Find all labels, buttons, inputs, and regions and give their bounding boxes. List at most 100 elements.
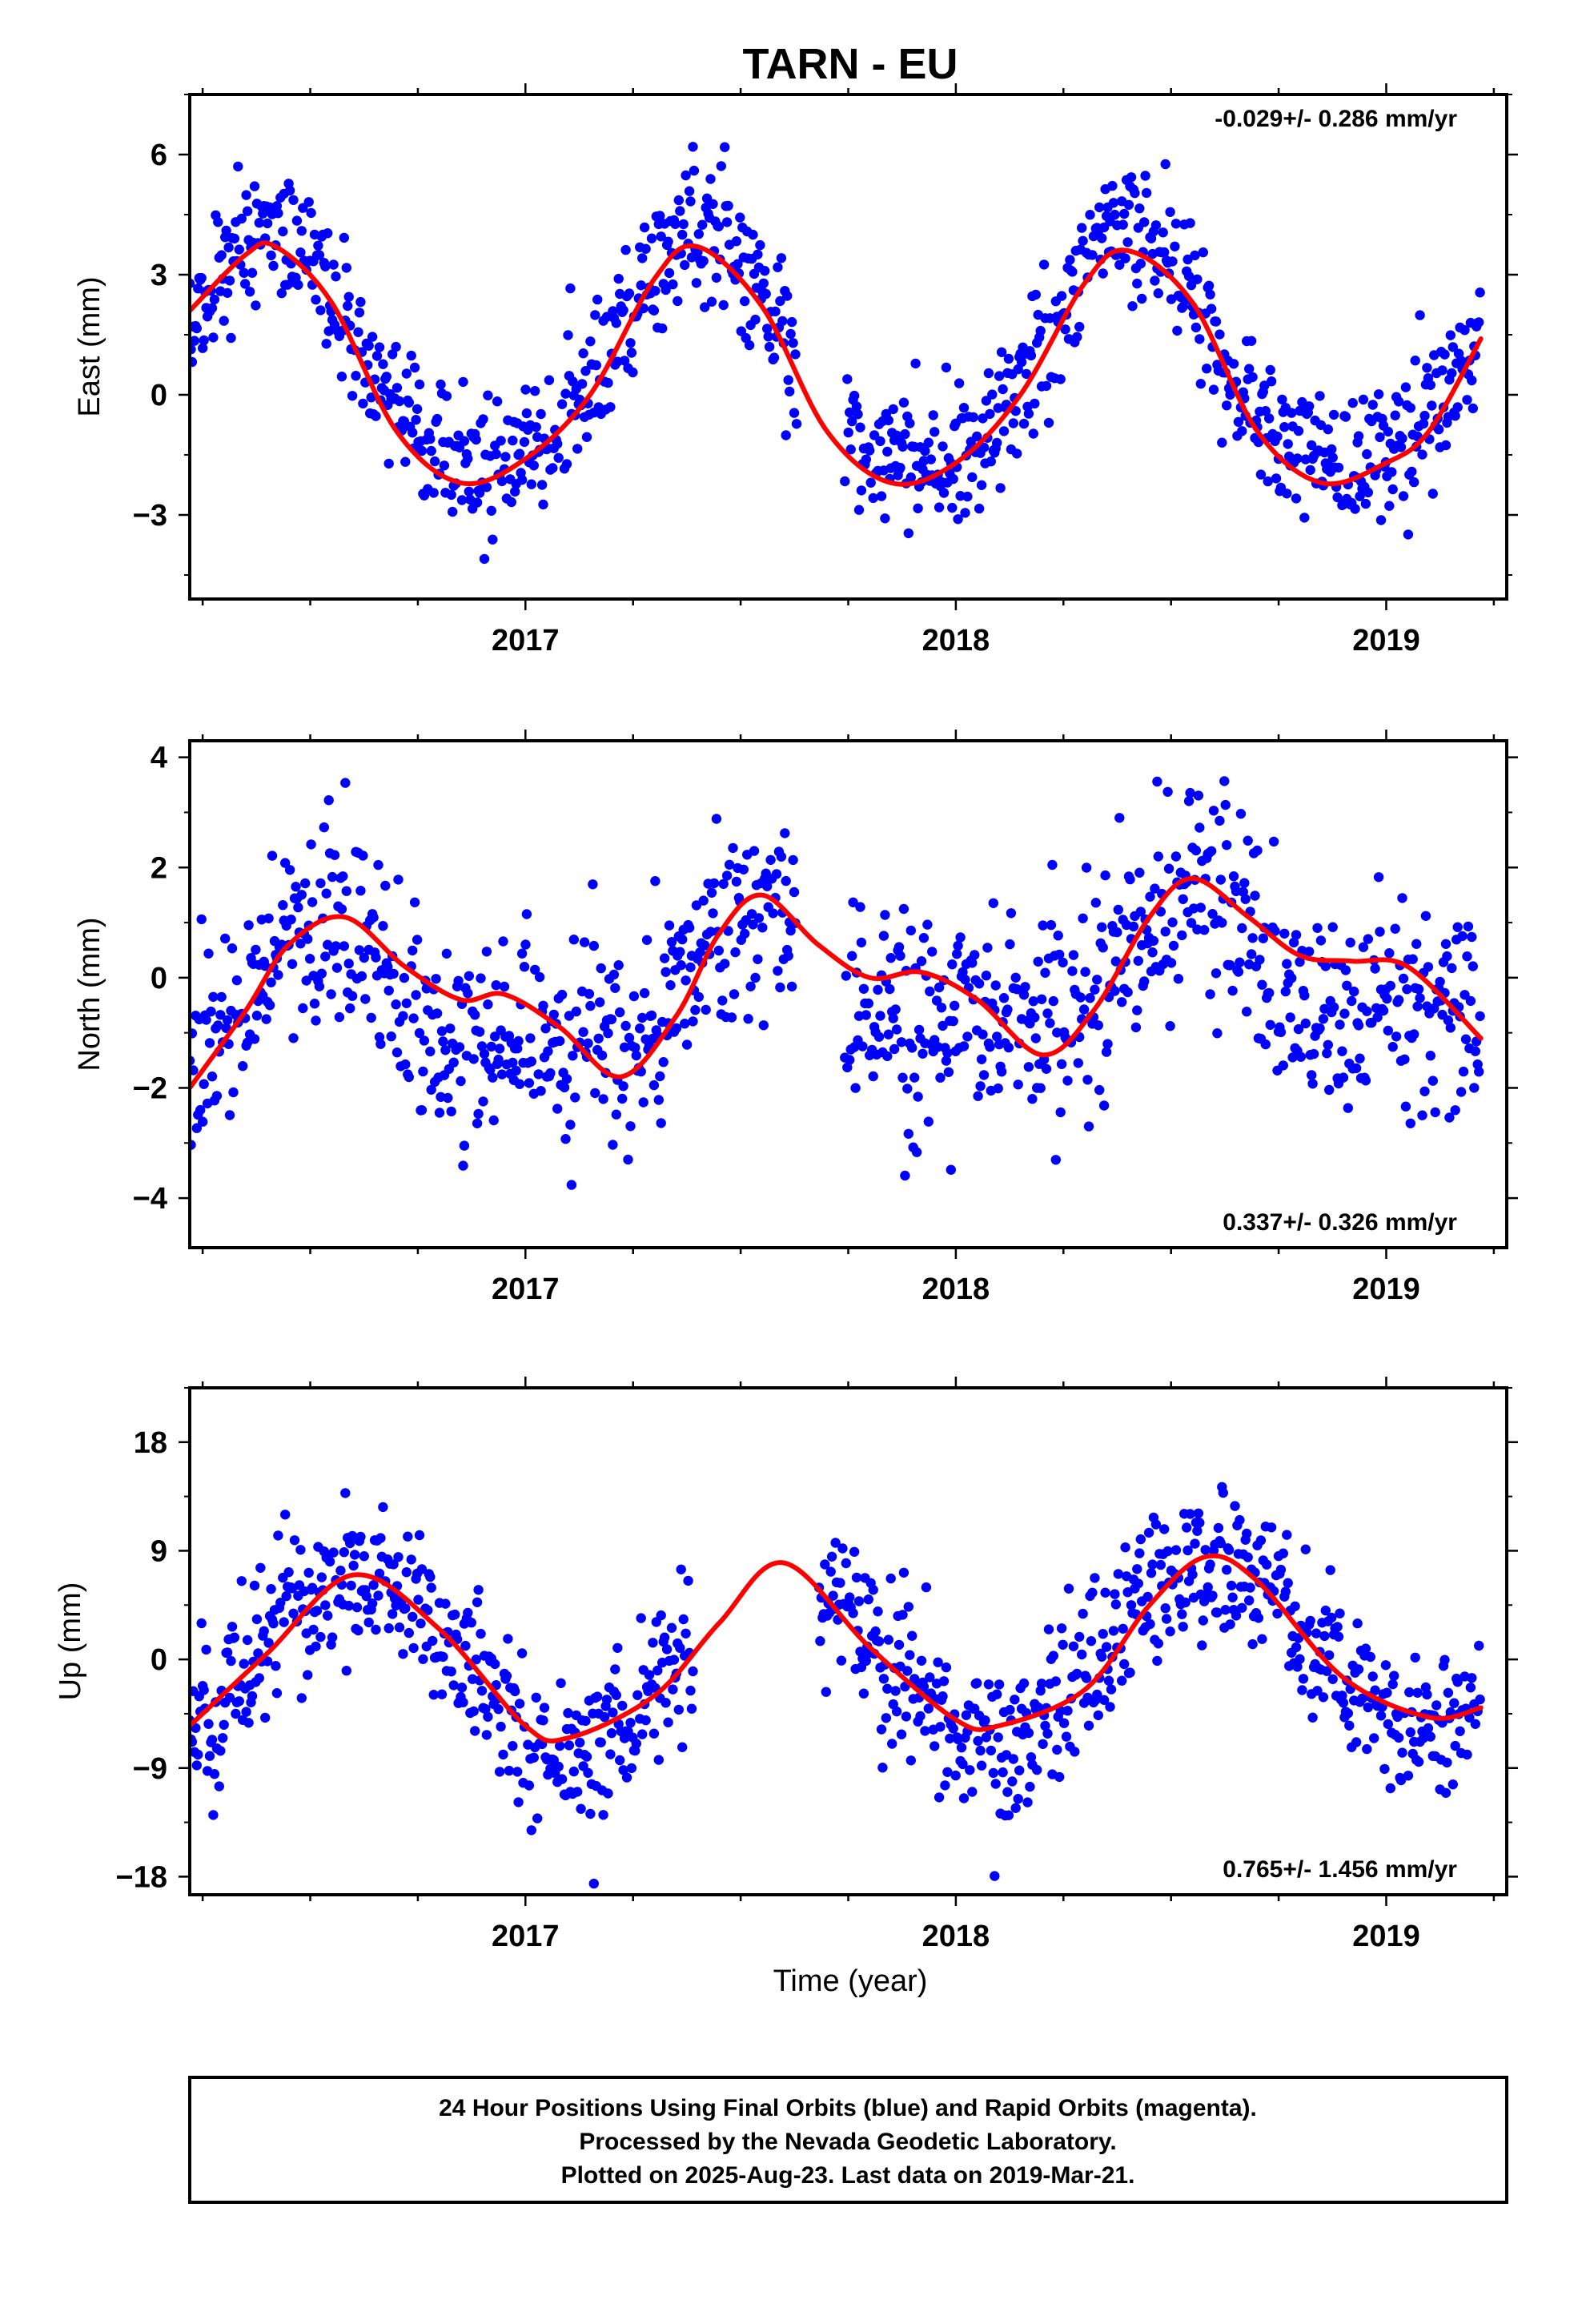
data-point [896, 1729, 907, 1739]
data-point [1469, 1083, 1480, 1093]
data-point [882, 446, 893, 457]
data-point [411, 415, 421, 425]
data-point [956, 1743, 967, 1753]
data-point [327, 871, 338, 883]
data-point [1335, 1608, 1345, 1618]
data-point [974, 503, 985, 514]
data-point [1135, 259, 1146, 269]
data-point [1230, 1501, 1240, 1511]
data-point [510, 1686, 520, 1697]
data-point [340, 1488, 351, 1498]
data-point [671, 1023, 682, 1034]
data-point [701, 1004, 711, 1015]
data-point [1475, 1694, 1485, 1705]
data-point [419, 1035, 430, 1046]
data-point [564, 1740, 575, 1751]
data-point [853, 1596, 865, 1606]
data-point [876, 1724, 887, 1735]
data-point [445, 1023, 456, 1034]
data-point [568, 1766, 579, 1777]
data-point [954, 378, 965, 388]
data-point [1295, 1051, 1307, 1062]
data-point [868, 1585, 878, 1595]
data-point [985, 1042, 995, 1052]
data-point [1237, 923, 1247, 934]
data-point [1013, 1794, 1023, 1804]
data-point [753, 249, 763, 259]
data-point [599, 1711, 610, 1723]
data-point [837, 1543, 848, 1554]
data-point [898, 1567, 909, 1578]
data-point [476, 1628, 486, 1639]
data-point [1150, 275, 1160, 286]
data-point [975, 1745, 986, 1756]
data-point [580, 366, 591, 376]
data-point [1090, 984, 1100, 995]
data-point [296, 890, 307, 900]
data-point [1205, 1559, 1215, 1570]
data-point [1119, 1659, 1130, 1670]
data-point [783, 375, 793, 385]
data-point [496, 1721, 506, 1732]
data-point [1002, 1004, 1013, 1015]
data-point [387, 1609, 398, 1619]
data-point [1468, 961, 1479, 971]
data-point [738, 864, 749, 875]
data-point [236, 213, 247, 224]
data-point [740, 296, 750, 307]
data-point [561, 459, 572, 469]
data-point [1403, 1771, 1414, 1781]
data-point [661, 1644, 673, 1655]
data-point [610, 983, 620, 993]
data-point [1298, 1674, 1309, 1684]
data-point [512, 1767, 523, 1777]
data-point [830, 1538, 841, 1548]
data-point [1425, 1051, 1436, 1061]
data-point [1178, 1622, 1188, 1632]
data-point [1040, 1720, 1050, 1731]
data-point [990, 980, 1001, 991]
data-point [1178, 894, 1188, 905]
data-point [623, 1154, 633, 1165]
data-point [564, 1011, 575, 1021]
data-point [1292, 1662, 1303, 1672]
data-point [1450, 1105, 1460, 1116]
data-point [1058, 957, 1068, 968]
data-point [1260, 406, 1271, 416]
data-point [367, 332, 378, 342]
data-point [1242, 1528, 1252, 1539]
data-point [354, 308, 365, 318]
data-point [1050, 1676, 1062, 1687]
data-point [1405, 1727, 1416, 1738]
data-point [1415, 310, 1425, 320]
data-point [508, 435, 518, 446]
data-point [659, 1632, 670, 1642]
data-point [374, 1568, 385, 1579]
x-tick-label: 2018 [922, 1920, 990, 1953]
data-point [1167, 256, 1178, 267]
data-point [882, 1683, 893, 1694]
data-point [1449, 1698, 1460, 1708]
data-point [910, 358, 921, 369]
data-point [351, 1602, 363, 1613]
data-point [243, 1718, 254, 1728]
data-point [942, 1767, 953, 1777]
data-point [1172, 325, 1182, 336]
data-point [1412, 1001, 1423, 1011]
data-point [676, 960, 686, 971]
data-point [588, 940, 599, 951]
x-tick-label: 2017 [492, 624, 560, 657]
data-point [284, 185, 295, 196]
data-point [1187, 1569, 1198, 1580]
data-point [1384, 948, 1395, 959]
footer-box: 24 Hour Positions Using Final Orbits (bl… [188, 2076, 1508, 2204]
data-point [343, 1600, 354, 1611]
data-point [468, 1706, 479, 1717]
data-point [1163, 863, 1174, 874]
data-point [857, 1041, 868, 1051]
data-point [713, 221, 724, 231]
data-point [1072, 1668, 1082, 1679]
data-point [1130, 1022, 1142, 1033]
data-point [1393, 995, 1404, 1005]
data-point [295, 247, 306, 258]
